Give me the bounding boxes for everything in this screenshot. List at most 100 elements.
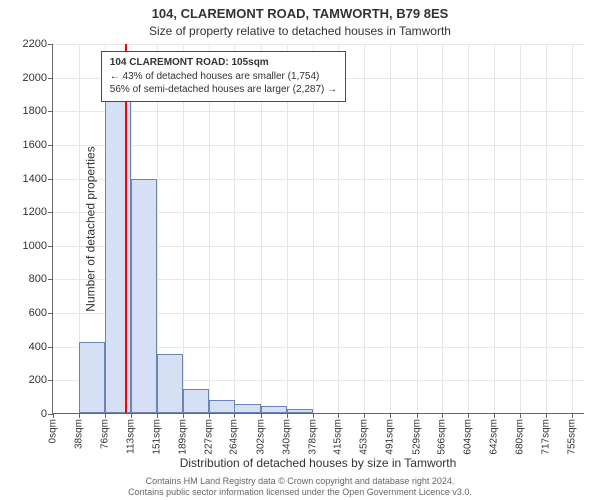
xtick-label: 38sqm bbox=[74, 419, 85, 449]
y-axis-label: Number of detached properties bbox=[84, 146, 98, 311]
xtick-mark bbox=[468, 413, 469, 418]
plot-inner: 0200400600800100012001400160018002000220… bbox=[52, 44, 584, 414]
xtick-mark bbox=[79, 413, 80, 418]
xtick-label: 529sqm bbox=[411, 419, 422, 455]
xtick-mark bbox=[53, 413, 54, 418]
ytick-mark bbox=[48, 246, 53, 247]
xtick-label: 566sqm bbox=[437, 419, 448, 455]
gridline-vertical bbox=[364, 44, 365, 413]
histogram-bar bbox=[287, 409, 313, 413]
xtick-mark bbox=[313, 413, 314, 418]
footer-line-1: Contains HM Land Registry data © Crown c… bbox=[0, 476, 600, 487]
xtick-label: 151sqm bbox=[151, 419, 162, 455]
ytick-label: 1000 bbox=[23, 240, 47, 252]
ytick-label: 1200 bbox=[23, 206, 47, 218]
ytick-mark bbox=[48, 313, 53, 314]
annotation-line: 56% of semi-detached houses are larger (… bbox=[110, 83, 337, 97]
ytick-mark bbox=[48, 111, 53, 112]
xtick-mark bbox=[546, 413, 547, 418]
histogram-bar bbox=[261, 406, 287, 413]
page-subtitle: Size of property relative to detached ho… bbox=[0, 22, 600, 38]
histogram-bar bbox=[79, 342, 105, 413]
ytick-label: 200 bbox=[29, 374, 47, 386]
ytick-label: 600 bbox=[29, 307, 47, 319]
xtick-label: 680sqm bbox=[515, 419, 526, 455]
xtick-mark bbox=[131, 413, 132, 418]
xtick-label: 453sqm bbox=[359, 419, 370, 455]
ytick-mark bbox=[48, 380, 53, 381]
gridline-vertical bbox=[572, 44, 573, 413]
xtick-mark bbox=[364, 413, 365, 418]
xtick-mark bbox=[105, 413, 106, 418]
gridline-vertical bbox=[390, 44, 391, 413]
xtick-label: 604sqm bbox=[463, 419, 474, 455]
histogram-bar bbox=[234, 404, 260, 413]
x-axis-label: Distribution of detached houses by size … bbox=[180, 456, 457, 470]
gridline-vertical bbox=[417, 44, 418, 413]
xtick-mark bbox=[494, 413, 495, 418]
xtick-label: 415sqm bbox=[333, 419, 344, 455]
annotation-line: ← 43% of detached houses are smaller (1,… bbox=[110, 70, 337, 84]
histogram-bar bbox=[183, 389, 209, 413]
ytick-mark bbox=[48, 347, 53, 348]
ytick-label: 800 bbox=[29, 273, 47, 285]
ytick-label: 1600 bbox=[23, 139, 47, 151]
xtick-label: 0sqm bbox=[48, 419, 59, 443]
plot-area: 0200400600800100012001400160018002000220… bbox=[52, 44, 584, 414]
histogram-bar bbox=[157, 354, 183, 413]
xtick-mark bbox=[287, 413, 288, 418]
gridline-vertical bbox=[468, 44, 469, 413]
chart-container: 104, CLAREMONT ROAD, TAMWORTH, B79 8ES S… bbox=[0, 0, 600, 500]
histogram-bar bbox=[209, 400, 235, 413]
ytick-label: 2200 bbox=[23, 38, 47, 50]
gridline-vertical bbox=[442, 44, 443, 413]
xtick-label: 264sqm bbox=[229, 419, 240, 455]
annotation-line: 104 CLAREMONT ROAD: 105sqm bbox=[110, 56, 337, 70]
xtick-mark bbox=[390, 413, 391, 418]
xtick-label: 755sqm bbox=[566, 419, 577, 455]
xtick-mark bbox=[183, 413, 184, 418]
ytick-label: 1800 bbox=[23, 105, 47, 117]
ytick-mark bbox=[48, 179, 53, 180]
xtick-label: 340sqm bbox=[281, 419, 292, 455]
histogram-bar bbox=[131, 179, 157, 413]
footer: Contains HM Land Registry data © Crown c… bbox=[0, 476, 600, 499]
ytick-label: 400 bbox=[29, 341, 47, 353]
xtick-label: 227sqm bbox=[204, 419, 215, 455]
xtick-mark bbox=[234, 413, 235, 418]
annotation-box: 104 CLAREMONT ROAD: 105sqm← 43% of detac… bbox=[101, 51, 346, 102]
ytick-mark bbox=[48, 279, 53, 280]
ytick-label: 1400 bbox=[23, 173, 47, 185]
xtick-mark bbox=[572, 413, 573, 418]
ytick-mark bbox=[48, 44, 53, 45]
xtick-mark bbox=[417, 413, 418, 418]
xtick-mark bbox=[520, 413, 521, 418]
page-title: 104, CLAREMONT ROAD, TAMWORTH, B79 8ES bbox=[0, 0, 600, 22]
xtick-label: 189sqm bbox=[177, 419, 188, 455]
gridline-vertical bbox=[494, 44, 495, 413]
xtick-mark bbox=[157, 413, 158, 418]
xtick-label: 76sqm bbox=[100, 419, 111, 449]
gridline-horizontal bbox=[53, 145, 584, 146]
xtick-label: 302sqm bbox=[255, 419, 266, 455]
ytick-mark bbox=[48, 78, 53, 79]
gridline-horizontal bbox=[53, 44, 584, 45]
xtick-label: 642sqm bbox=[489, 419, 500, 455]
ytick-mark bbox=[48, 212, 53, 213]
ytick-mark bbox=[48, 145, 53, 146]
xtick-mark bbox=[338, 413, 339, 418]
gridline-vertical bbox=[546, 44, 547, 413]
xtick-label: 491sqm bbox=[385, 419, 396, 455]
xtick-label: 378sqm bbox=[307, 419, 318, 455]
gridline-horizontal bbox=[53, 111, 584, 112]
xtick-mark bbox=[261, 413, 262, 418]
footer-line-2: Contains public sector information licen… bbox=[0, 487, 600, 498]
ytick-label: 2000 bbox=[23, 72, 47, 84]
gridline-vertical bbox=[520, 44, 521, 413]
xtick-mark bbox=[209, 413, 210, 418]
ytick-label: 0 bbox=[41, 408, 47, 420]
xtick-mark bbox=[442, 413, 443, 418]
xtick-label: 717sqm bbox=[540, 419, 551, 455]
histogram-bar bbox=[105, 77, 131, 413]
xtick-label: 113sqm bbox=[125, 419, 136, 454]
